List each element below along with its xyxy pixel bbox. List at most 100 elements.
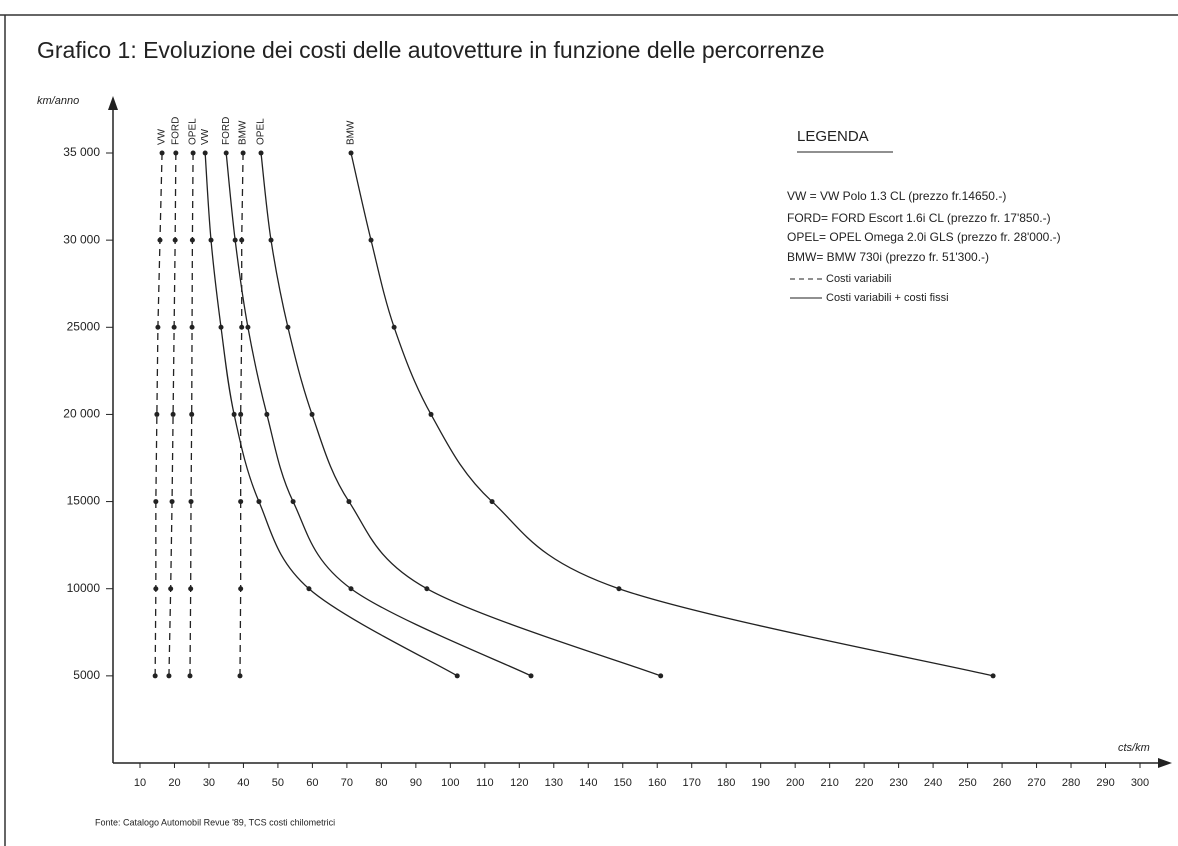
legend-entry: Costi variabili + costi fissi (826, 292, 949, 304)
data-point (268, 237, 274, 243)
x-tick-label: 270 (1027, 777, 1045, 789)
x-tick-label: 20 (168, 777, 180, 789)
data-point (238, 411, 244, 417)
data-point (202, 150, 208, 156)
data-point (152, 673, 158, 679)
series-label: FORD (221, 117, 232, 145)
solid-line (260, 152, 661, 677)
data-point (264, 411, 270, 417)
x-tick-label: 170 (683, 777, 701, 789)
data-point (155, 324, 161, 330)
legend-entry: BMW= BMW 730i (prezzo fr. 51'300.-) (787, 250, 989, 264)
data-point (424, 586, 430, 592)
data-point (239, 237, 245, 243)
x-tick-label: 290 (1096, 777, 1114, 789)
data-point (616, 586, 622, 592)
data-point (256, 499, 262, 505)
x-axis-label: cts/km (1118, 742, 1150, 754)
data-point (169, 499, 175, 505)
x-tick-label: 160 (648, 777, 666, 789)
series-label: OPEL (188, 118, 199, 145)
chart-title: Grafico 1: Evoluzione dei costi delle au… (37, 37, 825, 63)
y-tick-label: 5000 (73, 668, 100, 682)
data-point (346, 499, 352, 505)
data-point (306, 586, 312, 592)
data-point (290, 499, 296, 505)
data-point (166, 673, 172, 679)
y-tick-label: 25000 (67, 319, 101, 333)
x-tick-label: 200 (786, 777, 804, 789)
x-tick-label: 280 (1062, 777, 1080, 789)
y-tick-label: 10000 (67, 581, 101, 595)
legend-entry: OPEL= OPEL Omega 2.0i GLS (prezzo fr. 28… (787, 230, 1061, 244)
solid-line (350, 152, 994, 677)
x-tick-label: 130 (545, 777, 563, 789)
x-tick-label: 210 (820, 777, 838, 789)
data-point (258, 150, 264, 156)
data-point (170, 411, 176, 417)
data-point (159, 150, 165, 156)
legend-entry: VW = VW Polo 1.3 CL (prezzo fr.14650.-) (787, 189, 1006, 203)
data-point (285, 324, 291, 330)
data-point (189, 324, 195, 330)
y-tick-label: 15000 (67, 494, 101, 508)
legend-entry: Costi variabili (826, 273, 891, 285)
data-point (154, 411, 160, 417)
x-tick-label: 30 (203, 777, 215, 789)
data-point (237, 673, 243, 679)
data-point (238, 499, 244, 505)
y-tick-label: 30 000 (63, 232, 100, 246)
source-note: Fonte: Catalogo Automobil Revue '89, TCS… (95, 817, 335, 827)
x-tick-label: 90 (410, 777, 422, 789)
data-point (238, 586, 244, 592)
data-point (231, 411, 237, 417)
x-tick-label: 50 (272, 777, 284, 789)
x-tick-label: 80 (375, 777, 387, 789)
data-point (153, 499, 159, 505)
x-tick-label: 220 (855, 777, 873, 789)
data-point (658, 673, 664, 679)
data-point (223, 150, 229, 156)
data-point (240, 150, 246, 156)
x-tick-label: 120 (510, 777, 528, 789)
legend-title: LEGENDA (797, 128, 869, 145)
data-point (368, 237, 374, 243)
data-point (528, 673, 534, 679)
x-tick-label: 180 (717, 777, 735, 789)
data-point (428, 411, 434, 417)
series-label: OPEL (256, 118, 267, 145)
series-label: VW (200, 128, 211, 145)
x-tick-label: 10 (134, 777, 146, 789)
data-point (990, 673, 996, 679)
data-point (190, 150, 196, 156)
data-point (208, 237, 214, 243)
data-point (348, 586, 354, 592)
y-axis-arrow (108, 96, 118, 110)
data-point (239, 324, 245, 330)
data-point (188, 499, 194, 505)
data-point (232, 237, 238, 243)
data-point (391, 324, 397, 330)
data-point (489, 499, 495, 505)
x-tick-label: 230 (889, 777, 907, 789)
x-tick-label: 250 (958, 777, 976, 789)
data-point (173, 150, 179, 156)
x-tick-label: 70 (341, 777, 353, 789)
legend-entry: FORD= FORD Escort 1.6i CL (prezzo fr. 17… (787, 211, 1051, 225)
data-point (245, 324, 251, 330)
x-tick-label: 140 (579, 777, 597, 789)
data-point (153, 586, 159, 592)
x-tick-label: 110 (476, 777, 494, 789)
x-tick-label: 240 (924, 777, 942, 789)
data-point (188, 586, 194, 592)
x-tick-label: 190 (752, 777, 770, 789)
y-tick-label: 20 000 (63, 407, 100, 421)
x-axis-arrow (1158, 758, 1172, 768)
data-point (172, 237, 178, 243)
x-tick-label: 260 (993, 777, 1011, 789)
data-point (157, 237, 163, 243)
data-point (454, 673, 460, 679)
x-tick-label: 60 (306, 777, 318, 789)
series-label: VW (157, 128, 168, 145)
